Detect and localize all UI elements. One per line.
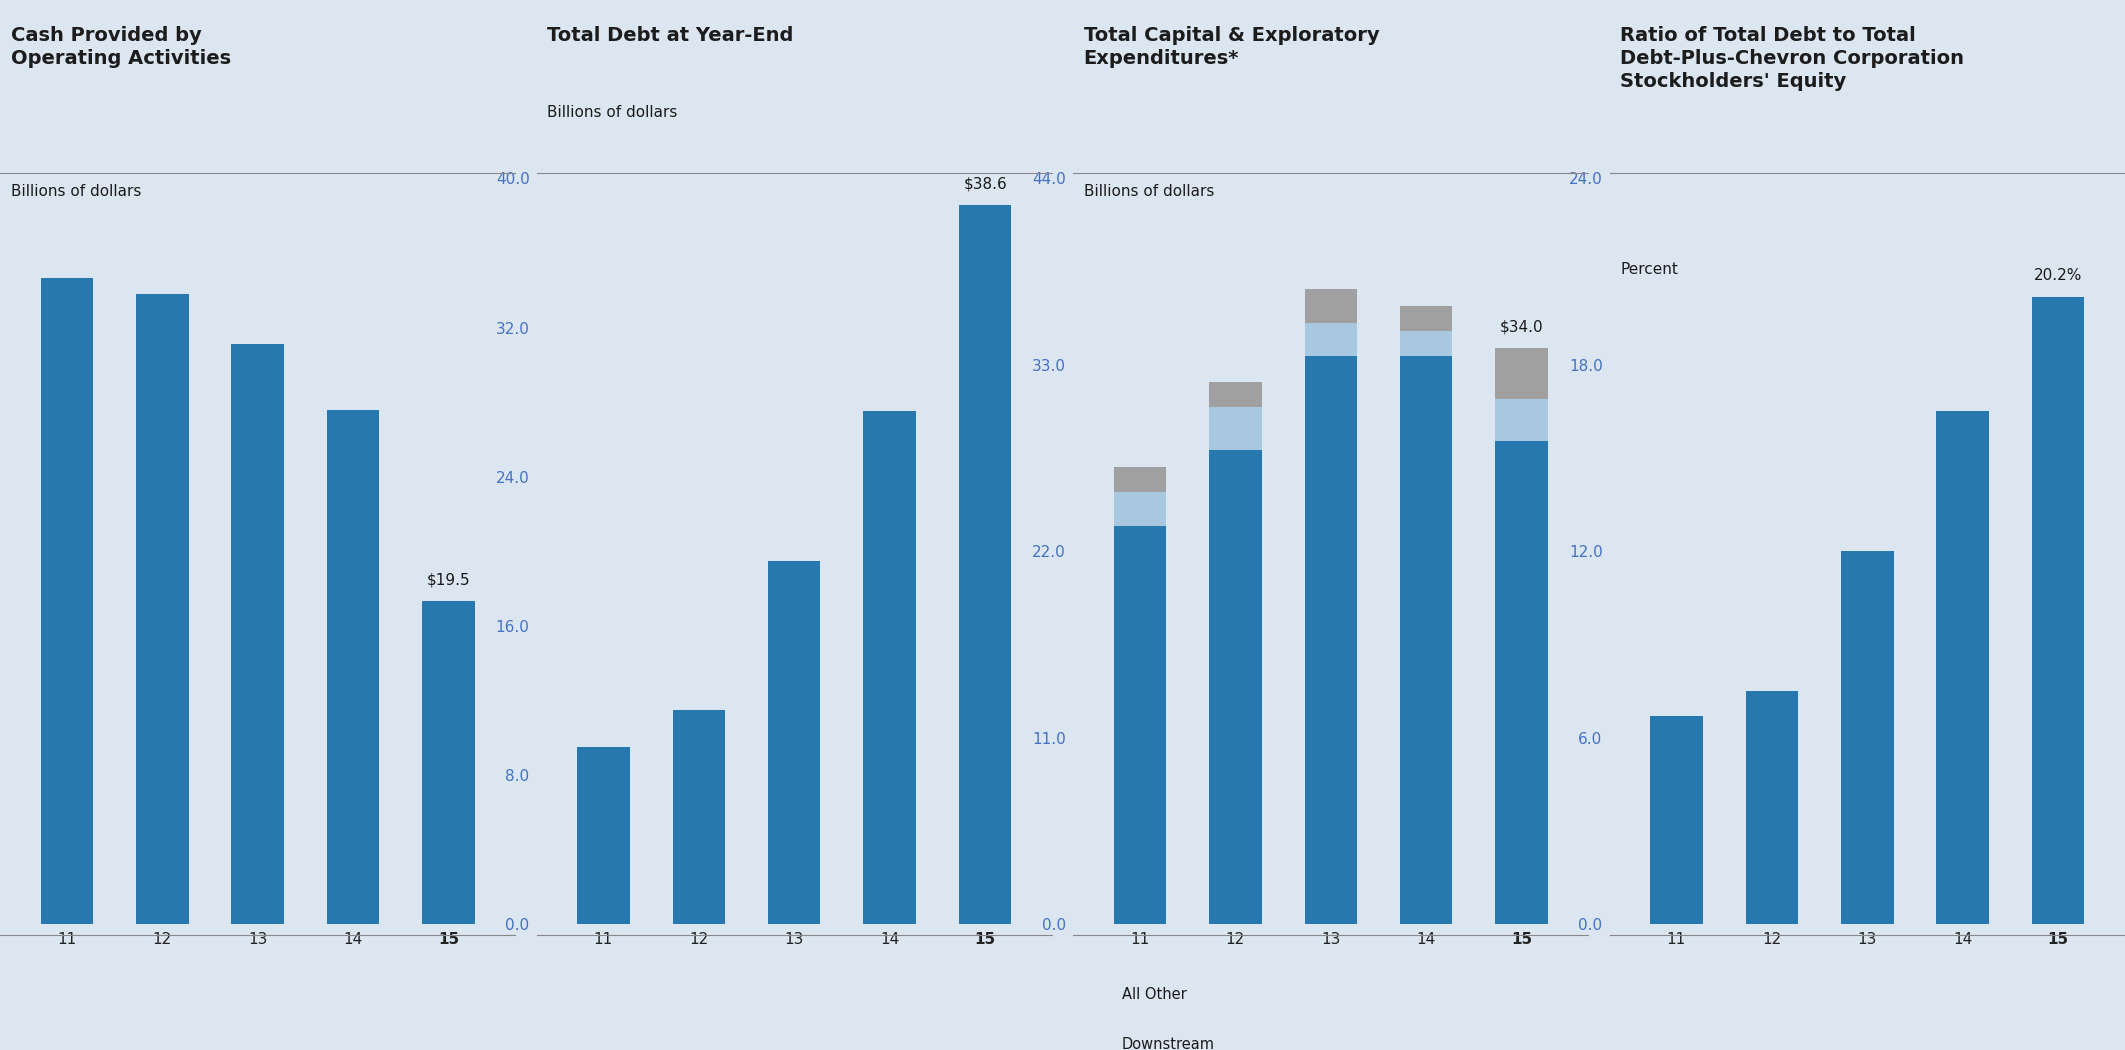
Text: Ratio of Total Debt to Total
Debt-Plus-Chevron Corporation
Stockholders' Equity: Ratio of Total Debt to Total Debt-Plus-C…	[1619, 26, 1964, 90]
Text: Cash Provided by
Operating Activities: Cash Provided by Operating Activities	[11, 26, 232, 68]
Text: Percent: Percent	[1619, 262, 1679, 277]
Text: Downstream: Downstream	[1122, 1037, 1215, 1050]
Bar	[1209, 382, 1262, 407]
Bar	[1496, 399, 1547, 441]
Text: $38.6: $38.6	[963, 176, 1007, 191]
Text: $19.5: $19.5	[427, 572, 470, 588]
Bar	[1496, 348, 1547, 399]
Bar	[1305, 322, 1358, 356]
Bar	[1305, 356, 1358, 924]
Bar	[1209, 407, 1262, 449]
Text: Billions of dollars: Billions of dollars	[11, 184, 140, 198]
Bar	[1114, 466, 1167, 492]
Bar	[327, 411, 380, 924]
Bar	[232, 344, 285, 924]
Bar	[672, 710, 725, 924]
Text: 20.2%: 20.2%	[2034, 268, 2082, 284]
Bar	[1114, 526, 1167, 924]
Bar	[1936, 412, 1989, 924]
Bar	[1840, 551, 1893, 924]
Text: Billions of dollars: Billions of dollars	[546, 105, 678, 120]
Bar	[1114, 492, 1167, 526]
Bar	[1496, 441, 1547, 924]
Bar	[1400, 331, 1454, 356]
Bar	[578, 747, 629, 924]
Bar	[1209, 449, 1262, 924]
Bar	[958, 205, 1011, 924]
Text: Total Capital & Exploratory
Expenditures*: Total Capital & Exploratory Expenditures…	[1084, 26, 1379, 68]
Bar	[1400, 356, 1454, 924]
Bar	[1305, 289, 1358, 322]
Bar	[1651, 716, 1702, 924]
Bar	[40, 278, 94, 924]
Text: Total Debt at Year-End: Total Debt at Year-End	[546, 26, 793, 45]
Bar	[1400, 306, 1454, 331]
Text: All Other: All Other	[1122, 987, 1186, 1002]
Bar	[1745, 691, 1798, 924]
Text: Billions of dollars: Billions of dollars	[1084, 184, 1213, 198]
Bar	[136, 294, 189, 924]
Bar	[423, 601, 474, 924]
Bar	[767, 561, 820, 924]
Text: $34.0: $34.0	[1500, 319, 1543, 335]
Bar	[863, 412, 916, 924]
Bar	[2032, 296, 2085, 924]
